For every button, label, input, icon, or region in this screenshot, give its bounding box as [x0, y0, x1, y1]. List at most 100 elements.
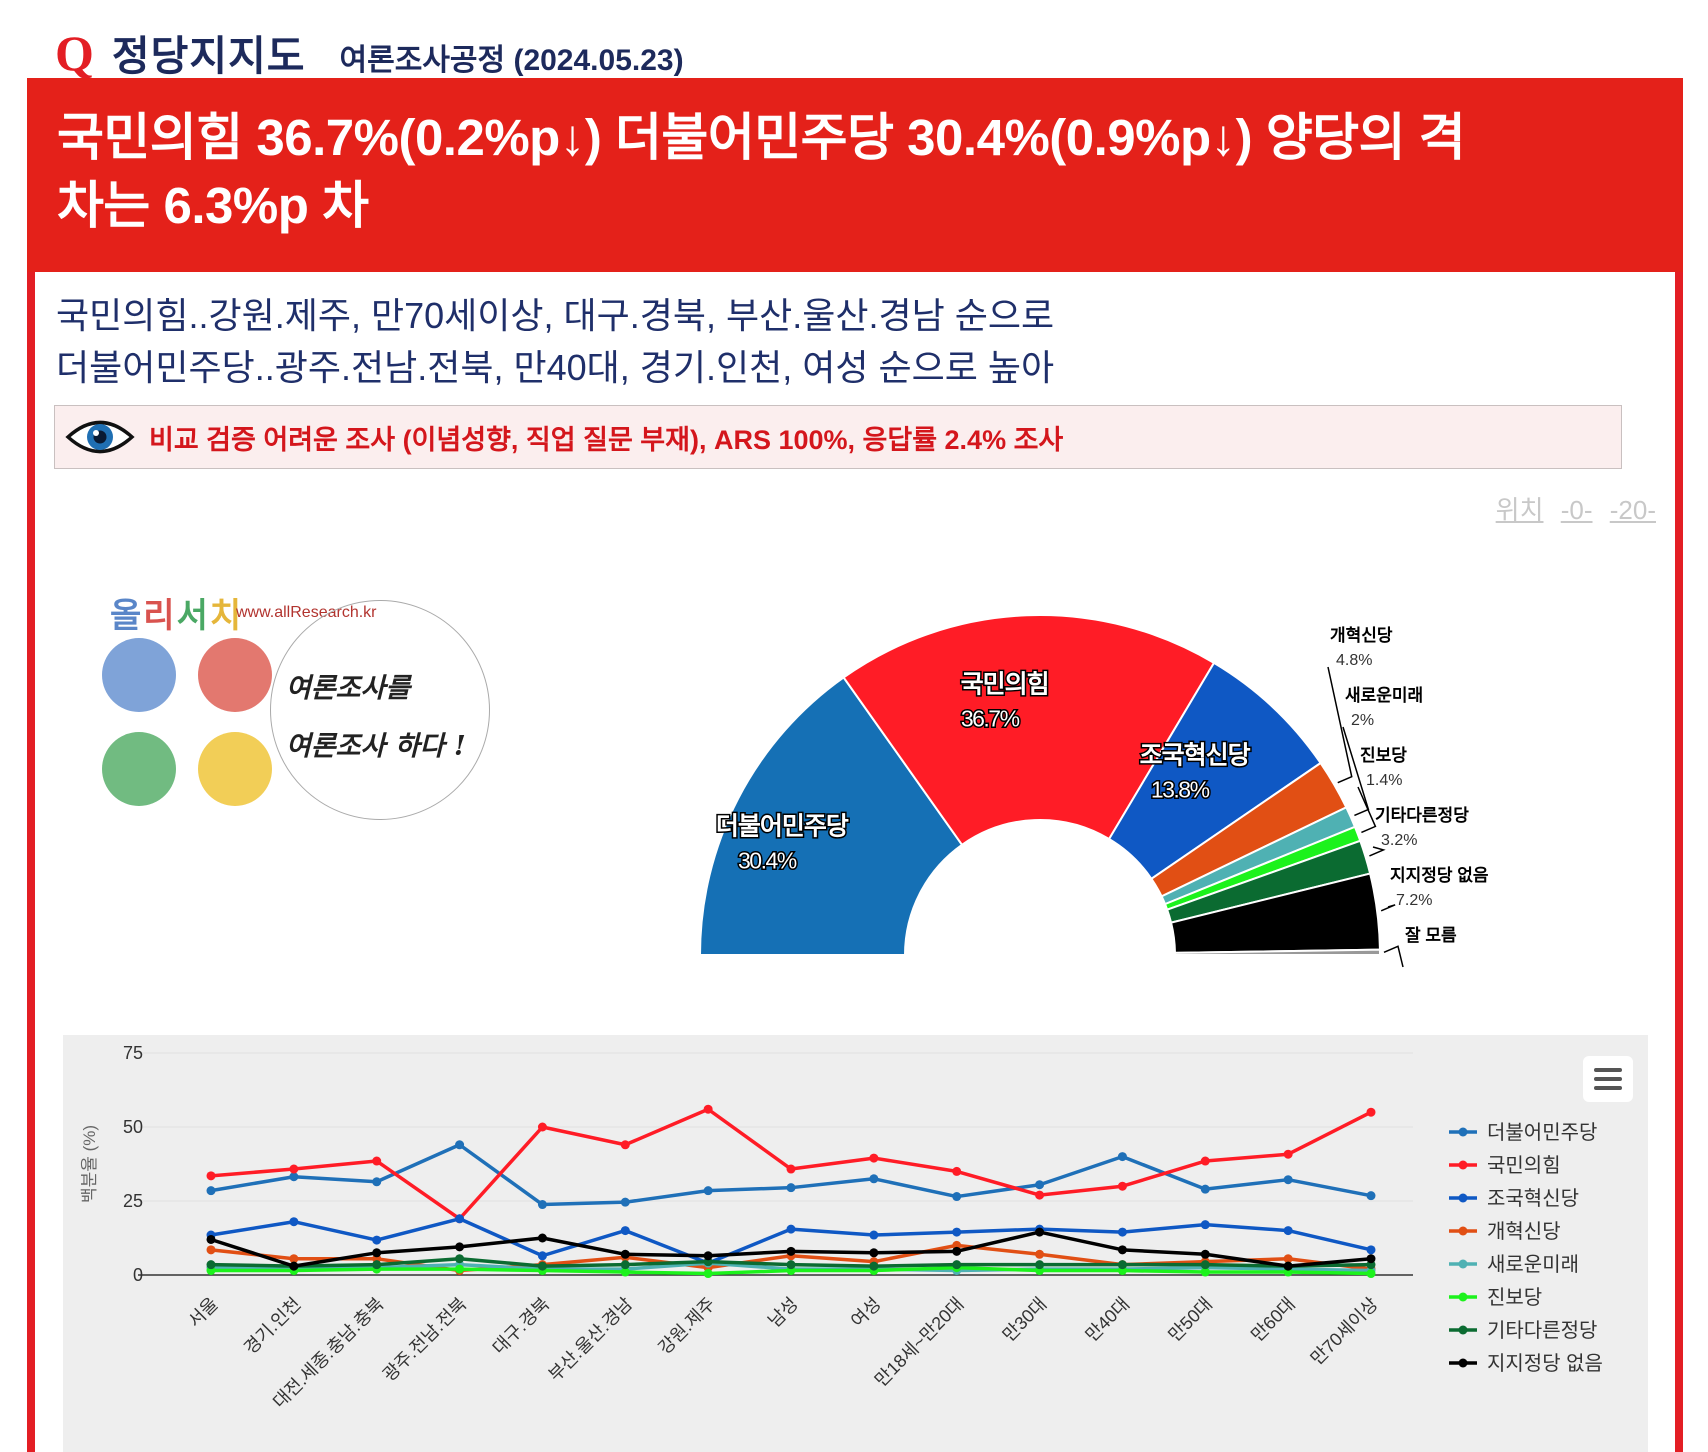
headline-line-2: 차는 6.3%p 차 [57, 177, 369, 234]
logo-slogan-1: 여론조사를 [286, 673, 411, 704]
series-line [210, 1107, 1372, 1221]
series-point [703, 1104, 713, 1114]
series-point [455, 1264, 465, 1274]
series-point [869, 1248, 879, 1258]
line-chart-panel [63, 1035, 1648, 1452]
series-point [869, 1261, 879, 1271]
legend-label: 더불어민주당 [1487, 1121, 1597, 1144]
series-point [703, 1186, 713, 1196]
series-point [206, 1234, 216, 1244]
legend-label: 조국혁신당 [1487, 1187, 1579, 1210]
logo-brand-char: 올 [110, 597, 144, 635]
logo-brand-char: 서 [176, 597, 210, 635]
series-point [455, 1242, 465, 1252]
series-point [1035, 1260, 1045, 1270]
series-point [952, 1246, 962, 1256]
series-point [289, 1254, 299, 1264]
q-logo-icon: Q [55, 25, 94, 81]
nav-link-20[interactable]: -20- [1609, 495, 1656, 525]
x-tick-label: 광주.전남.전북 [379, 1294, 470, 1385]
pie-outside-name: 새로운미래 [1345, 686, 1423, 705]
series-point [1366, 1191, 1376, 1201]
logo-brand: 올리서치 [110, 588, 243, 637]
pie-slice [698, 676, 964, 956]
series-point [786, 1164, 796, 1174]
series-point [1366, 1254, 1376, 1264]
series-point [952, 1166, 962, 1176]
page-header: Q 정당지지도 여론조사공정 (2024.05.23) [55, 22, 684, 82]
series-point [620, 1260, 630, 1270]
series-point [455, 1254, 465, 1264]
pie-outside-value: 2% [1351, 712, 1374, 729]
series-point [620, 1140, 630, 1150]
series-point [1117, 1260, 1127, 1270]
headline: 국민의힘 36.7%(0.2%p↓) 더불어민주당 30.4%(0.9%p↓) … [57, 104, 1657, 240]
series-point [786, 1183, 796, 1193]
x-tick-label: 강원.제주 [654, 1294, 719, 1359]
x-tick-label: 만50대 [1164, 1294, 1216, 1346]
summary-line-2: 더불어민주당..광주.전남.전북, 만40대, 경기.인천, 여성 순으로 높아 [56, 347, 1055, 388]
pie-leader-line [1369, 846, 1386, 857]
series-point [1200, 1267, 1210, 1277]
pie-leader-line [1327, 666, 1353, 784]
series-point [206, 1186, 216, 1196]
series-point [1366, 1269, 1376, 1279]
legend-swatch-dot [1458, 1358, 1468, 1368]
pie-outside-value: 7.2% [1396, 892, 1432, 909]
series-point [537, 1261, 547, 1271]
x-tick-label: 경기.인천 [240, 1294, 305, 1359]
legend-swatch-dot [1458, 1325, 1468, 1335]
pie-slice-value: 13.8% [1151, 777, 1210, 803]
pie-leader-line [1357, 786, 1377, 834]
summary-text: 국민의힘..강원.제주, 만70세이상, 대구.경북, 부산.울산.경남 순으로… [56, 290, 1054, 394]
pie-slice [1173, 948, 1382, 956]
series-point [869, 1153, 879, 1163]
logo-slogan-2: 여론조사 하다 ! [286, 731, 466, 762]
series-point [869, 1174, 879, 1184]
x-tick-label: 만60대 [1247, 1294, 1299, 1346]
x-tick-label: 부산.울산.경남 [545, 1294, 636, 1385]
series-point [455, 1214, 465, 1224]
legend-swatch-dot [1458, 1292, 1468, 1302]
pie-label-group: 조국혁신당 13.8% [1138, 740, 1253, 804]
series-point [620, 1226, 630, 1236]
x-tick-label: 여성 [847, 1294, 885, 1332]
legend-swatch-dot [1458, 1193, 1468, 1203]
pie-slice-name: 더불어민주당 [716, 812, 849, 840]
series-point [1117, 1245, 1127, 1255]
logo-dot-red [198, 638, 272, 712]
series-point [703, 1269, 713, 1279]
series-point [537, 1251, 547, 1261]
legend-label: 진보당 [1487, 1286, 1542, 1309]
series-point [537, 1122, 547, 1132]
legend-swatch-dot [1458, 1259, 1468, 1269]
pie-outside-value: 1.4% [1366, 772, 1402, 789]
series-point [1117, 1181, 1127, 1191]
content-frame [27, 78, 1683, 1452]
series-line [210, 1143, 1372, 1207]
series-point [1200, 1249, 1210, 1259]
hamburger-menu-icon[interactable] [1583, 1056, 1633, 1102]
series-point [289, 1261, 299, 1271]
nav-position-label[interactable]: 위치 [1495, 495, 1544, 525]
parliament-chart-svg: 더불어민주당 30.4% 국민의힘 36.7% 조국혁신당 13.8% 개혁신당 4.8% 새로… [698, 614, 1489, 968]
legend-label: 기타다른정당 [1487, 1319, 1597, 1342]
legend-label: 새로운미래 [1487, 1253, 1579, 1276]
series-point [206, 1171, 216, 1181]
x-tick-label: 서울 [184, 1294, 222, 1332]
y-tick-label: 75 [123, 1043, 143, 1063]
series-point [372, 1177, 382, 1187]
allresearch-logo: 올리서치 www.allResearch.kr 여론조사를 여론조사 하다 ! [98, 588, 498, 828]
logo-brand-char: 치 [209, 597, 244, 635]
pie-slice [842, 614, 1216, 847]
notice-box: 비교 검증 어려운 조사 (이념성향, 직업 질문 부재), ARS 100%,… [54, 405, 1622, 469]
series-point [289, 1172, 299, 1182]
series-point [206, 1245, 216, 1255]
x-tick-label: 만40대 [1082, 1294, 1134, 1346]
legend-label: 국민의힘 [1487, 1154, 1561, 1177]
position-nav: 위치 -0- -20- [1486, 490, 1656, 527]
series-point [372, 1260, 382, 1270]
series-point [786, 1260, 796, 1270]
nav-link-0[interactable]: -0- [1560, 495, 1593, 525]
y-tick-label: 50 [123, 1117, 143, 1137]
